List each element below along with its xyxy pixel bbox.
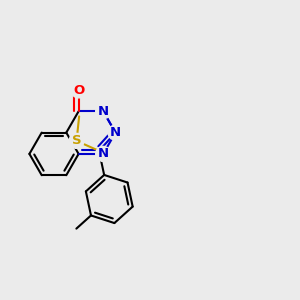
Circle shape	[96, 104, 111, 119]
Text: S: S	[72, 134, 81, 147]
Text: O: O	[73, 84, 84, 97]
Circle shape	[71, 83, 86, 98]
Circle shape	[69, 134, 84, 148]
Text: N: N	[110, 126, 121, 139]
Text: N: N	[98, 147, 109, 161]
Text: N: N	[98, 105, 109, 118]
Circle shape	[108, 125, 123, 140]
Circle shape	[96, 146, 111, 161]
